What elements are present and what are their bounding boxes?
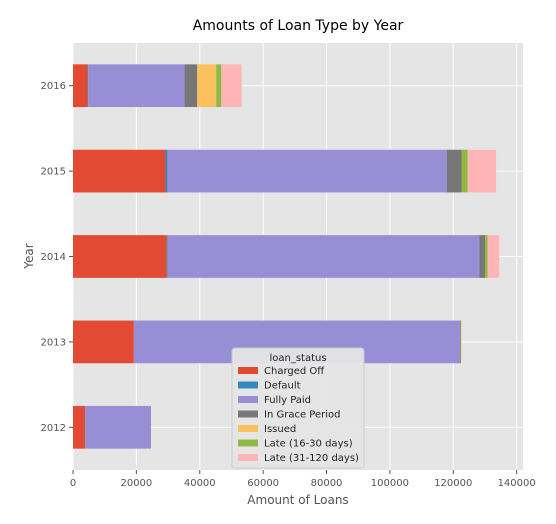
y-tick-label: 2015 [41, 167, 66, 178]
y-tick-label: 2014 [41, 252, 66, 263]
bar-segment [73, 235, 167, 278]
legend-title: loan_status [269, 353, 326, 364]
bar-segment [197, 64, 217, 108]
legend-entry: Late (16-30 days) [264, 439, 353, 450]
x-ticks: 0 20000 40000 60000 80000 100000 120000 140000 [70, 470, 536, 489]
y-axis-label: Year [22, 243, 36, 269]
x-tick-label: 80000 [311, 478, 343, 489]
bar-segment [73, 149, 166, 193]
legend-entry: Fully Paid [264, 395, 311, 406]
legend-swatch [238, 367, 258, 374]
legend-swatch [238, 439, 258, 447]
y-tick-label: 2016 [41, 81, 66, 92]
bar-segment [460, 320, 462, 364]
bar-segment [73, 405, 86, 449]
legend-swatch [238, 381, 258, 389]
legend-swatch [238, 396, 258, 403]
bar-segment [85, 405, 151, 449]
bar-segment [88, 64, 185, 108]
bar-segment [73, 64, 88, 108]
bars [73, 64, 500, 449]
legend-entry: Late (31-120 days) [264, 453, 359, 464]
bar-segment [73, 320, 134, 364]
bar-segment [460, 320, 462, 364]
x-tick-label: 140000 [498, 478, 536, 489]
y-tick-label: 2013 [41, 337, 66, 348]
legend-entry: In Grace Period [264, 410, 340, 421]
legend: loan_status Charged Off Default Fully Paid… [231, 347, 365, 469]
y-ticks: 2012 2013 2014 2015 2016 [41, 81, 73, 434]
x-tick-label: 40000 [184, 478, 216, 489]
bar-segment [167, 235, 480, 278]
legend-box [231, 347, 365, 469]
legend-swatch [238, 410, 258, 418]
x-tick-label: 100000 [371, 478, 409, 489]
bar-segment [467, 149, 497, 193]
chart-title: Amounts of Loan Type by Year [193, 18, 404, 34]
bar-segment [479, 235, 485, 278]
bar-segment [487, 235, 500, 278]
legend-entry: Charged Off [264, 366, 325, 377]
bar-segment [461, 149, 468, 193]
bar-segment [484, 235, 488, 278]
legend-entry: Issued [264, 424, 296, 435]
x-tick-label: 60000 [247, 478, 279, 489]
x-tick-label: 20000 [120, 478, 152, 489]
bar-segment [184, 64, 198, 108]
legend-swatch [238, 425, 258, 432]
x-tick-label: 120000 [434, 478, 472, 489]
x-tick-label: 0 [70, 478, 76, 489]
bar-segment [87, 64, 89, 108]
bar-segment [446, 149, 462, 193]
x-axis-label: Amount of Loans [247, 493, 348, 507]
bar-segment [166, 235, 168, 278]
bar-segment [216, 64, 222, 108]
bar-segment [221, 64, 242, 108]
bar-segment [165, 149, 168, 193]
legend-swatch [238, 454, 258, 461]
bar-segment [459, 320, 461, 364]
bar-segment [167, 149, 447, 193]
legend-entry: Default [264, 381, 301, 392]
y-tick-label: 2012 [41, 423, 66, 434]
